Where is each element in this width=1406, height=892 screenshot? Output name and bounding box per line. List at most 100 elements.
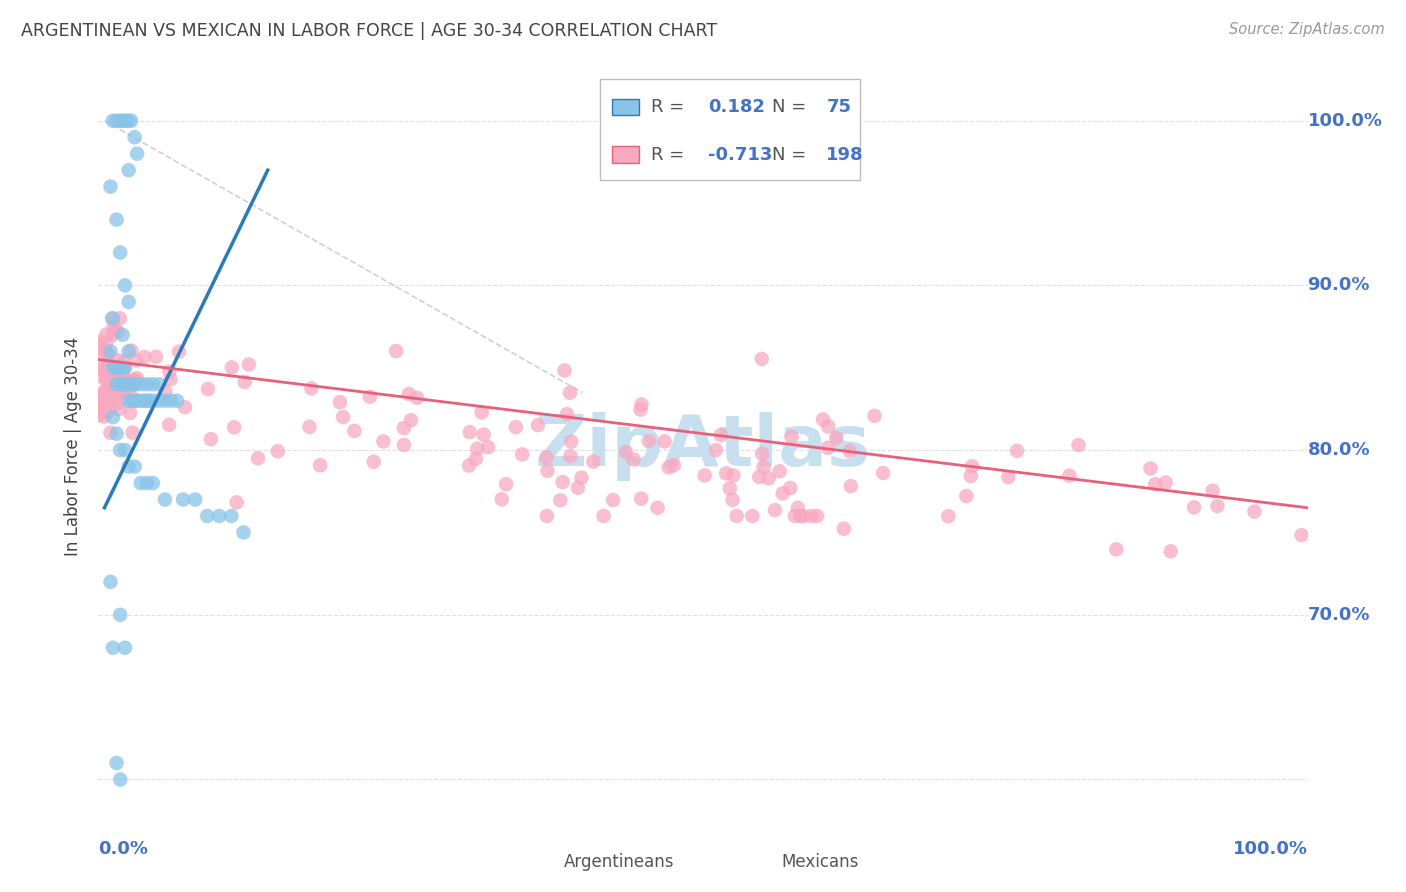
Point: [111, 360, 134, 375]
Point: [741, 508, 763, 523]
Point: [100, 344, 122, 359]
Point: [134, 393, 156, 408]
Point: [96, 335, 118, 350]
Point: [114, 278, 136, 293]
Point: [723, 468, 745, 483]
Point: [763, 503, 786, 517]
Point: [602, 493, 624, 508]
Point: [100, 425, 122, 440]
Point: [124, 377, 146, 392]
Point: [654, 434, 676, 449]
Point: [505, 420, 527, 434]
Point: [997, 470, 1019, 484]
Point: [93, 400, 115, 414]
Point: [98, 390, 121, 404]
Point: [817, 419, 839, 434]
Point: [98, 367, 121, 381]
Point: [551, 475, 574, 489]
Point: [89, 388, 111, 402]
Point: [111, 377, 134, 392]
Point: [157, 417, 180, 432]
Text: 198: 198: [827, 145, 863, 164]
Point: [101, 328, 124, 343]
Point: [96, 404, 118, 418]
Point: [1154, 475, 1177, 490]
Text: 0.182: 0.182: [707, 98, 765, 116]
Point: [363, 455, 385, 469]
Point: [134, 350, 156, 364]
Point: [716, 467, 738, 481]
Point: [960, 459, 983, 474]
Point: [108, 361, 131, 376]
Point: [748, 470, 770, 484]
Point: [101, 640, 124, 655]
Point: [120, 384, 142, 399]
Point: [1105, 542, 1128, 557]
Point: [122, 373, 145, 387]
Point: [91, 346, 114, 360]
Point: [332, 409, 354, 424]
Point: [142, 476, 165, 491]
Point: [101, 359, 124, 373]
Point: [623, 452, 645, 467]
Point: [101, 410, 124, 425]
Point: [1206, 499, 1229, 513]
Point: [751, 447, 773, 461]
Point: [114, 443, 136, 458]
Point: [1139, 461, 1161, 475]
Point: [166, 393, 188, 408]
Text: 90.0%: 90.0%: [1308, 277, 1369, 294]
Text: 80.0%: 80.0%: [1308, 442, 1371, 459]
Point: [111, 327, 134, 342]
Point: [124, 393, 146, 408]
Point: [121, 377, 143, 392]
Point: [125, 371, 148, 385]
Point: [108, 395, 131, 409]
Point: [472, 427, 495, 442]
Point: [536, 464, 558, 478]
Point: [108, 377, 131, 392]
Point: [108, 245, 131, 260]
Point: [100, 179, 122, 194]
Point: [127, 393, 149, 408]
Point: [208, 508, 231, 523]
Point: [159, 372, 181, 386]
Point: [343, 424, 366, 438]
Point: [662, 458, 685, 473]
Point: [554, 363, 576, 377]
Point: [112, 370, 135, 384]
Point: [200, 432, 222, 446]
Point: [832, 522, 855, 536]
Point: [299, 381, 322, 395]
Point: [114, 354, 136, 368]
Point: [1005, 443, 1028, 458]
Point: [159, 365, 181, 379]
Point: [768, 464, 790, 478]
Point: [155, 385, 177, 400]
Point: [118, 406, 141, 420]
Point: [145, 350, 167, 364]
Point: [101, 113, 124, 128]
Point: [114, 360, 136, 375]
Point: [94, 344, 117, 359]
Point: [148, 393, 170, 408]
Point: [138, 393, 160, 408]
Point: [93, 388, 115, 402]
Point: [458, 458, 481, 473]
Point: [550, 493, 572, 508]
Text: 0.0%: 0.0%: [98, 840, 149, 858]
Point: [108, 443, 131, 458]
Text: 100.0%: 100.0%: [1233, 840, 1308, 858]
Point: [560, 434, 582, 449]
Point: [1182, 500, 1205, 515]
Point: [167, 344, 190, 359]
Point: [758, 471, 780, 485]
Point: [90, 398, 112, 412]
Point: [108, 360, 131, 375]
Point: [97, 357, 120, 371]
Point: [90, 404, 112, 418]
Point: [98, 357, 121, 371]
Point: [96, 327, 118, 342]
Point: [105, 212, 128, 227]
Point: [148, 377, 170, 392]
